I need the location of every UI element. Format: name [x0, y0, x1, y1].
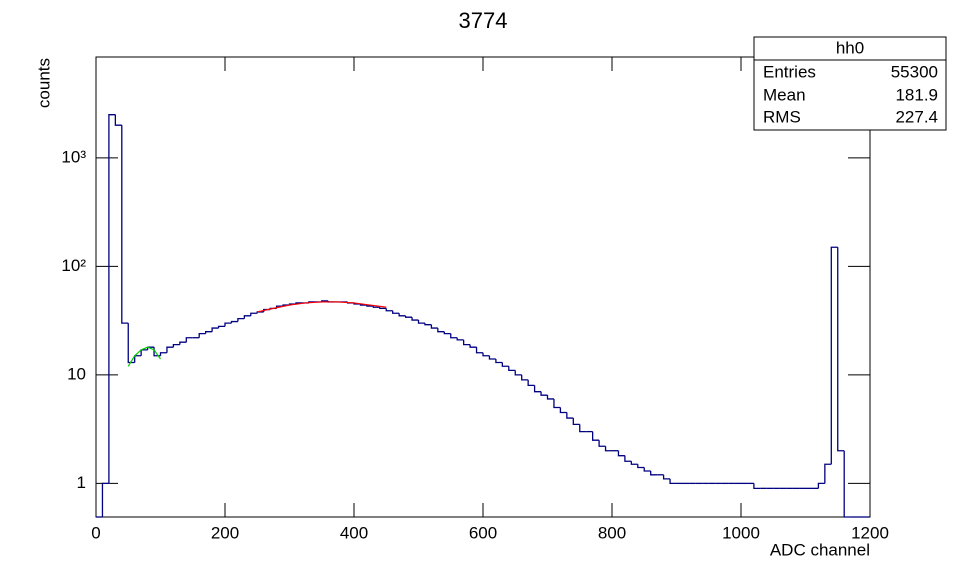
- x-tick-label: 1200: [851, 523, 889, 542]
- histogram-bin: [417, 320, 425, 324]
- histogram-bin: [630, 461, 638, 465]
- histogram-bin: [250, 312, 258, 316]
- histogram-bin: [237, 317, 245, 322]
- histogram-bin: [443, 331, 451, 335]
- histogram-bin: [217, 325, 225, 329]
- histogram-bin: [456, 337, 464, 341]
- histogram-bin: [830, 246, 838, 465]
- histogram-bin: [669, 478, 677, 485]
- histogram-bin: [166, 346, 174, 353]
- histogram-bin: [566, 412, 574, 419]
- histogram-bin: [488, 355, 496, 360]
- histogram-bin: [140, 349, 148, 356]
- histogram-bin: [114, 114, 122, 126]
- x-axis-label: ADC channel: [770, 540, 870, 559]
- histogram-bin: [404, 315, 413, 318]
- histogram-bin: [837, 247, 845, 452]
- histogram-bin: [172, 343, 180, 348]
- histogram-bin: [437, 328, 445, 333]
- histogram-bin: [450, 333, 458, 339]
- histogram-bin: [411, 317, 419, 321]
- histogram-bin: [230, 320, 238, 324]
- histogram-bin: [385, 308, 393, 312]
- stats-value: 181.9: [895, 85, 938, 104]
- stats-key: Entries: [763, 62, 816, 81]
- histogram-bin: [392, 310, 400, 314]
- histogram-bin: [753, 483, 761, 489]
- histogram-bin: [379, 307, 387, 310]
- histogram-bin: [211, 327, 219, 332]
- histogram-bin: [108, 114, 116, 484]
- x-tick-label: 1000: [722, 523, 760, 542]
- histogram-bin: [366, 305, 374, 307]
- histogram-bin: [617, 450, 625, 457]
- histogram-bin: [521, 374, 529, 381]
- histogram-bin: [101, 482, 109, 517]
- histogram-bin: [475, 347, 483, 354]
- x-tick-label: 800: [598, 523, 626, 542]
- histogram-bin: [243, 315, 251, 319]
- stats-key: Mean: [763, 85, 806, 104]
- fit-curve: [127, 346, 161, 367]
- stats-key: RMS: [763, 107, 801, 126]
- histogram-bin: [824, 463, 832, 484]
- histogram-bin: [514, 370, 522, 376]
- histogram-bin: [604, 446, 612, 452]
- histogram-bin: [501, 362, 509, 367]
- histogram-bin: [637, 464, 645, 469]
- histogram-bin: [817, 482, 825, 489]
- histogram-bin: [179, 341, 187, 345]
- histogram-bin: [598, 440, 606, 447]
- histogram-bin: [553, 398, 561, 409]
- histogram-bin: [198, 332, 206, 338]
- histogram-bin: [127, 323, 135, 364]
- histogram-bin: [469, 344, 477, 348]
- histogram-bin: [185, 337, 193, 343]
- stats-value: 227.4: [895, 107, 938, 126]
- histogram-bin: [482, 352, 490, 357]
- histogram-bin: [224, 322, 232, 327]
- y-tick-label: 10²: [61, 256, 86, 275]
- histogram-bin: [533, 385, 542, 393]
- stats-frame: [753, 36, 947, 131]
- histogram-bin: [398, 313, 406, 317]
- histogram-bin: [559, 407, 567, 414]
- histogram-bin: [508, 366, 516, 372]
- y-tick-label: 10: [67, 364, 86, 383]
- histogram-bin: [650, 471, 658, 476]
- histogram-bin: [463, 339, 471, 346]
- x-tick-label: 0: [91, 523, 100, 542]
- histogram-bin: [624, 455, 632, 462]
- y-axis-label: counts: [34, 58, 53, 108]
- chart-title: 3774: [459, 8, 508, 33]
- stats-box: hh0 Entries 55300 Mean 181.9 RMS 227.4: [753, 36, 947, 131]
- histogram-bin: [121, 125, 129, 324]
- histogram-bin: [372, 306, 380, 308]
- histogram-bin: [540, 391, 548, 396]
- histogram-bin: [495, 359, 503, 364]
- x-tick-label: 400: [340, 523, 368, 542]
- histogram-bin: [843, 450, 851, 518]
- histogram-bin: [205, 331, 213, 334]
- histogram-bin: [572, 418, 580, 425]
- histogram-bin: [159, 352, 167, 356]
- histogram-bin: [527, 379, 535, 387]
- histogram-bin: [643, 467, 651, 472]
- stats-title: hh0: [836, 38, 864, 57]
- histogram-bin: [579, 424, 587, 433]
- histogram-bin: [424, 323, 432, 326]
- histogram-bin: [662, 474, 671, 480]
- y-tick-label: 1: [77, 473, 86, 492]
- x-tick-label: 600: [469, 523, 497, 542]
- histogram-bin: [430, 324, 438, 329]
- fit-curve: [257, 301, 387, 313]
- histogram-bin: [592, 431, 600, 441]
- y-tick-label: 10³: [61, 147, 86, 166]
- x-tick-label: 200: [211, 523, 239, 542]
- histogram-bin: [546, 395, 554, 400]
- histogram-bin: [134, 355, 142, 363]
- stats-value: 55300: [891, 62, 938, 81]
